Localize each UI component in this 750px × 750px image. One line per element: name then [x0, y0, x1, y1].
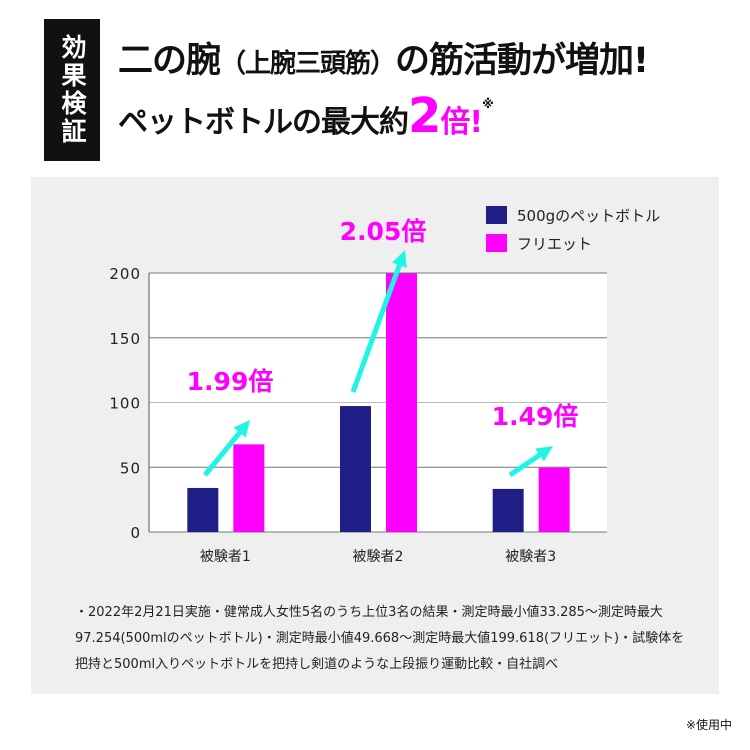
headline-part: 二の腕: [118, 41, 221, 81]
arrow-head: [392, 250, 407, 268]
x-tick-label: 被験者2: [353, 549, 404, 565]
effect-badge: 効果検証: [44, 19, 100, 161]
y-tick-label: 100: [109, 395, 141, 413]
bar-furiette: [233, 444, 265, 532]
footnote: ・2022年2月21日実施・健常成人女性5名のうち上位3名の結果・測定時最小値3…: [75, 605, 685, 672]
note-mark: ※: [482, 97, 494, 111]
arrow-head: [535, 446, 553, 462]
legend-swatch: [486, 206, 507, 224]
bar-bottle: [340, 406, 371, 532]
bar-bottle: [492, 488, 524, 532]
usage-note: ※使用中: [685, 718, 732, 732]
y-tick-label: 0: [130, 524, 141, 542]
subheadline: ペットボトルの最大約2倍!※: [118, 92, 494, 141]
y-tick-label: 150: [109, 330, 141, 348]
ratio-label: 1.99倍: [187, 367, 274, 396]
subheadline-part: 倍!: [440, 105, 483, 140]
y-tick-label: 200: [109, 265, 141, 283]
x-tick-label: 被験者1: [200, 549, 251, 565]
subheadline-number: 2: [408, 88, 441, 144]
x-tick-label: 被験者3: [505, 549, 556, 565]
headline: 二の腕（上腕三頭筋）の筋活動が増加!: [118, 32, 649, 83]
arrow-head: [233, 420, 250, 438]
y-tick-label: 50: [120, 459, 141, 477]
bar-furiette: [386, 273, 417, 532]
increase-arrow: [203, 429, 243, 477]
increase-arrow: [350, 262, 403, 393]
ratio-label: 2.05倍: [340, 217, 427, 246]
increase-arrow: [508, 451, 543, 478]
subheadline-part: ペットボトルの最大約: [118, 105, 409, 140]
legend-swatch: [486, 234, 507, 252]
headline-part: （上腕三頭筋）: [220, 49, 396, 79]
legend-label: 500gのペットボトル: [517, 207, 660, 225]
legend-label: フリエット: [517, 235, 592, 253]
bar-bottle: [187, 487, 219, 532]
headline-part: の筋活動が増加!: [395, 41, 649, 81]
ratio-label: 1.49倍: [492, 402, 579, 431]
bar-furiette: [538, 467, 570, 532]
